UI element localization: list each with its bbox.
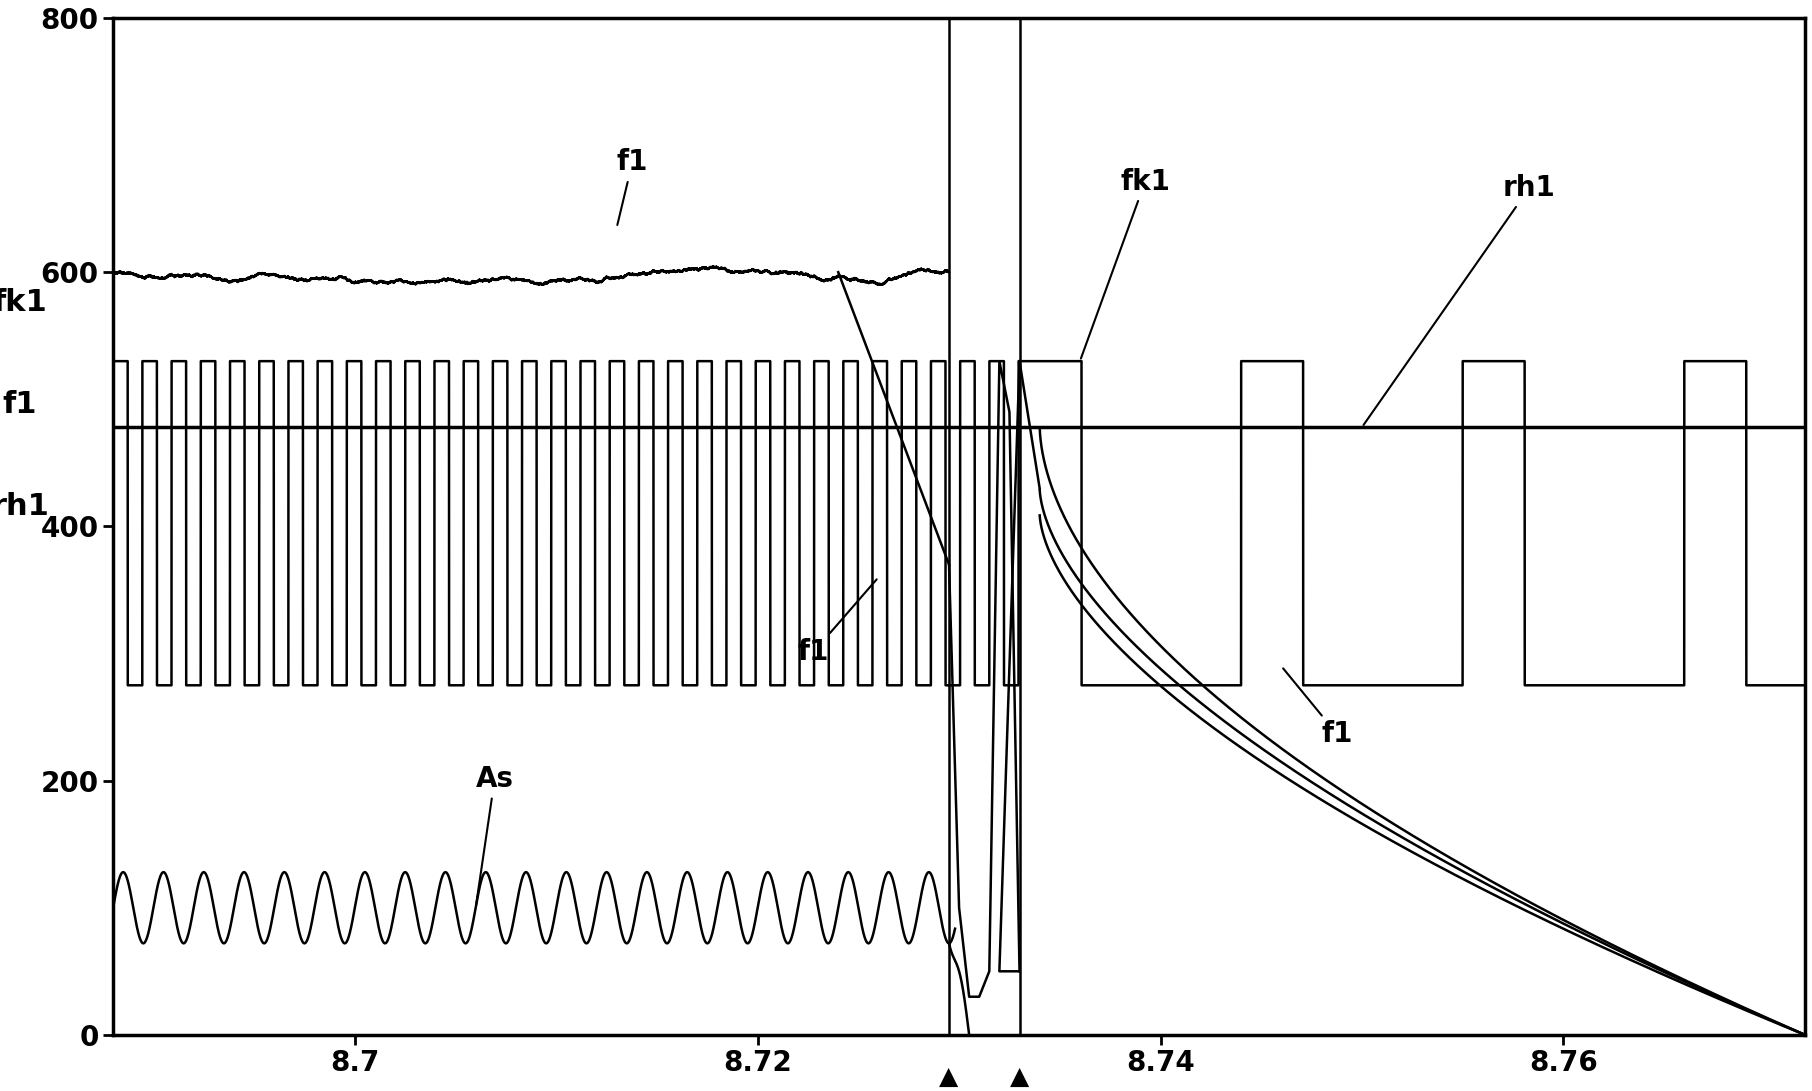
Text: f1: f1 (797, 579, 877, 666)
Text: As: As (477, 765, 513, 906)
Text: f1: f1 (4, 389, 38, 419)
Text: ▲: ▲ (939, 1065, 959, 1089)
Text: fk1: fk1 (0, 288, 47, 317)
Text: rh1: rh1 (1363, 173, 1557, 425)
Text: f1: f1 (616, 148, 649, 225)
Text: ▲: ▲ (1009, 1065, 1029, 1089)
Text: f1: f1 (1283, 669, 1354, 748)
Text: fk1: fk1 (1082, 168, 1171, 359)
Text: rh1: rh1 (0, 492, 49, 520)
